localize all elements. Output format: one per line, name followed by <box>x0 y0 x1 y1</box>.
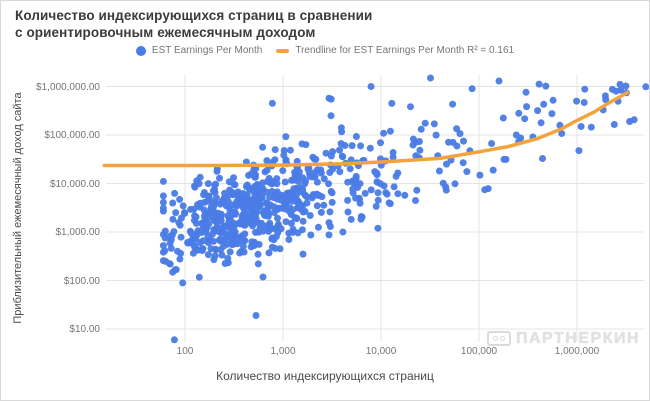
y-tick-label: $10.00 <box>69 324 100 335</box>
x-tick-label: 1,000,000 <box>554 346 600 357</box>
x-tick-label: 10,000 <box>365 346 397 357</box>
legend-series-label: EST Earnings Per Month <box>151 45 263 56</box>
scatter-points <box>159 74 649 344</box>
y-tick-label: $100.00 <box>63 276 100 287</box>
y-axis-title: Приблизительный ежемесячный доход сайта <box>12 92 24 324</box>
y-tick-label: $100,000.00 <box>44 130 100 141</box>
x-axis-title: Количество индексирующихся страниц <box>216 369 434 383</box>
trendline-marker-icon <box>276 48 290 53</box>
y-tick-label: $10,000.00 <box>49 179 100 190</box>
chart-title-line2: с ориентировочным ежемесячным доходом <box>15 25 316 40</box>
x-tick-label: 1,000 <box>270 346 296 357</box>
watermark-text: ПАРТНЕРКИН <box>516 330 641 347</box>
legend-trendline-label: Trendline for EST Earnings Per Month R² … <box>295 45 515 56</box>
legend-item-series: EST Earnings Per Month <box>135 45 263 56</box>
chart-title: Количество индексирующихся страниц в сра… <box>15 7 372 41</box>
trendline <box>102 90 630 168</box>
y-tick-label: $1,000,000.00 <box>36 82 100 93</box>
watermark: ПАРТНЕРКИН <box>487 330 641 347</box>
watermark-logo-icon <box>487 331 511 346</box>
x-tick-label: 100 <box>176 346 194 357</box>
x-tick-label: 100,000 <box>460 346 498 357</box>
series-marker-icon <box>135 45 146 56</box>
legend-item-trendline: Trendline for EST Earnings Per Month R² … <box>276 45 514 56</box>
legend: EST Earnings Per Month Trendline for EST… <box>1 45 649 56</box>
y-tick-label: $1,000.00 <box>55 227 101 238</box>
chart-title-line1: Количество индексирующихся страниц в сра… <box>15 8 373 23</box>
